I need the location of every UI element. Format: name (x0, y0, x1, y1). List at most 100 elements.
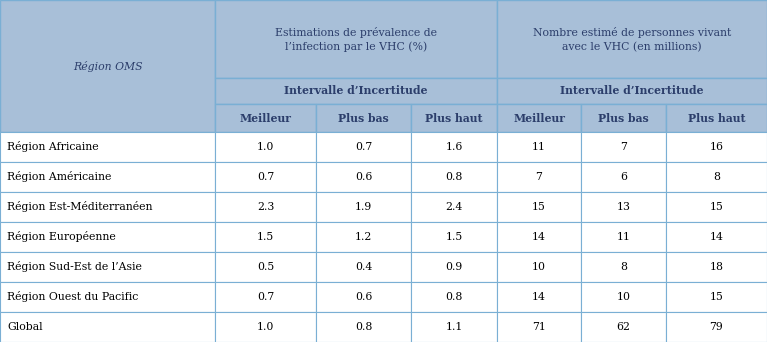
Text: Plus bas: Plus bas (598, 113, 649, 123)
Bar (215, 78, 497, 104)
Bar (0, 132, 215, 162)
Text: 0.8: 0.8 (446, 172, 463, 182)
Text: 7: 7 (535, 172, 542, 182)
Text: 79: 79 (709, 322, 723, 332)
Text: Région Ouest du Pacific: Région Ouest du Pacific (7, 291, 138, 303)
Text: 11: 11 (617, 232, 630, 242)
Text: 62: 62 (617, 322, 630, 332)
Text: 0.8: 0.8 (355, 322, 372, 332)
Text: 1.5: 1.5 (257, 232, 274, 242)
Bar (497, 132, 581, 162)
Text: 10: 10 (617, 292, 630, 302)
Text: 15: 15 (709, 202, 723, 212)
Text: 15: 15 (532, 202, 546, 212)
Text: Région Africaine: Région Africaine (7, 142, 99, 153)
Text: Plus haut: Plus haut (425, 113, 482, 123)
Text: 8: 8 (713, 172, 720, 182)
Text: Plus bas: Plus bas (338, 113, 389, 123)
Text: 8: 8 (620, 262, 627, 272)
Text: Région Sud-Est de l’Asie: Région Sud-Est de l’Asie (7, 262, 142, 273)
Text: Meilleur: Meilleur (239, 113, 291, 123)
Text: Région Européenne: Région Européenne (7, 232, 116, 242)
Bar (411, 192, 497, 222)
Bar (581, 104, 666, 132)
Bar (215, 252, 316, 282)
Text: 18: 18 (709, 262, 723, 272)
Text: Global: Global (7, 322, 43, 332)
Bar (581, 162, 666, 192)
Bar (497, 78, 767, 104)
Bar (316, 192, 411, 222)
Bar (497, 222, 581, 252)
Bar (666, 222, 767, 252)
Bar (411, 222, 497, 252)
Text: Région OMS: Région OMS (73, 61, 143, 71)
Bar (411, 252, 497, 282)
Bar (666, 192, 767, 222)
Bar (215, 104, 316, 132)
Bar (581, 222, 666, 252)
Bar (411, 282, 497, 312)
Bar (215, 192, 316, 222)
Text: 1.1: 1.1 (446, 322, 463, 332)
Text: 1.6: 1.6 (446, 142, 463, 152)
Bar (0, 0, 215, 132)
Text: Intervalle d’Incertitude: Intervalle d’Incertitude (285, 86, 428, 96)
Bar (215, 162, 316, 192)
Bar (0, 192, 215, 222)
Bar (0, 312, 215, 342)
Bar (666, 282, 767, 312)
Text: 1.0: 1.0 (257, 142, 274, 152)
Text: 11: 11 (532, 142, 546, 152)
Text: 6: 6 (620, 172, 627, 182)
Bar (316, 282, 411, 312)
Text: 16: 16 (709, 142, 723, 152)
Bar (411, 312, 497, 342)
Text: 2.4: 2.4 (446, 202, 463, 212)
Bar (411, 104, 497, 132)
Text: Région Américaine: Région Américaine (7, 171, 111, 183)
Text: l’infection par le VHC (%): l’infection par le VHC (%) (285, 42, 427, 52)
Bar (666, 162, 767, 192)
Text: 0.9: 0.9 (446, 262, 463, 272)
Bar (497, 0, 767, 78)
Bar (316, 312, 411, 342)
Bar (215, 132, 316, 162)
Text: 1.0: 1.0 (257, 322, 274, 332)
Text: 7: 7 (620, 142, 627, 152)
Text: 1.5: 1.5 (446, 232, 463, 242)
Text: 14: 14 (709, 232, 723, 242)
Text: Région Est-Méditerranéen: Région Est-Méditerranéen (7, 201, 153, 212)
Text: avec le VHC (en millions): avec le VHC (en millions) (562, 42, 702, 52)
Bar (316, 132, 411, 162)
Bar (215, 222, 316, 252)
Text: Nombre estimé de personnes vivant: Nombre estimé de personnes vivant (533, 26, 731, 38)
Text: 14: 14 (532, 232, 546, 242)
Text: 0.4: 0.4 (355, 262, 372, 272)
Bar (666, 132, 767, 162)
Text: 0.6: 0.6 (355, 292, 372, 302)
Text: 0.7: 0.7 (355, 142, 372, 152)
Text: 15: 15 (709, 292, 723, 302)
Bar (666, 312, 767, 342)
Text: 13: 13 (617, 202, 630, 212)
Bar (411, 132, 497, 162)
Text: 0.8: 0.8 (446, 292, 463, 302)
Bar (497, 162, 581, 192)
Bar (215, 282, 316, 312)
Bar (497, 192, 581, 222)
Text: 10: 10 (532, 262, 546, 272)
Bar (411, 162, 497, 192)
Bar (316, 222, 411, 252)
Text: 71: 71 (532, 322, 546, 332)
Bar (666, 252, 767, 282)
Bar (316, 162, 411, 192)
Bar (0, 282, 215, 312)
Bar (581, 312, 666, 342)
Text: Meilleur: Meilleur (513, 113, 565, 123)
Bar (497, 252, 581, 282)
Text: Intervalle d’Incertitude: Intervalle d’Incertitude (560, 86, 704, 96)
Bar (666, 104, 767, 132)
Bar (497, 282, 581, 312)
Bar (581, 132, 666, 162)
